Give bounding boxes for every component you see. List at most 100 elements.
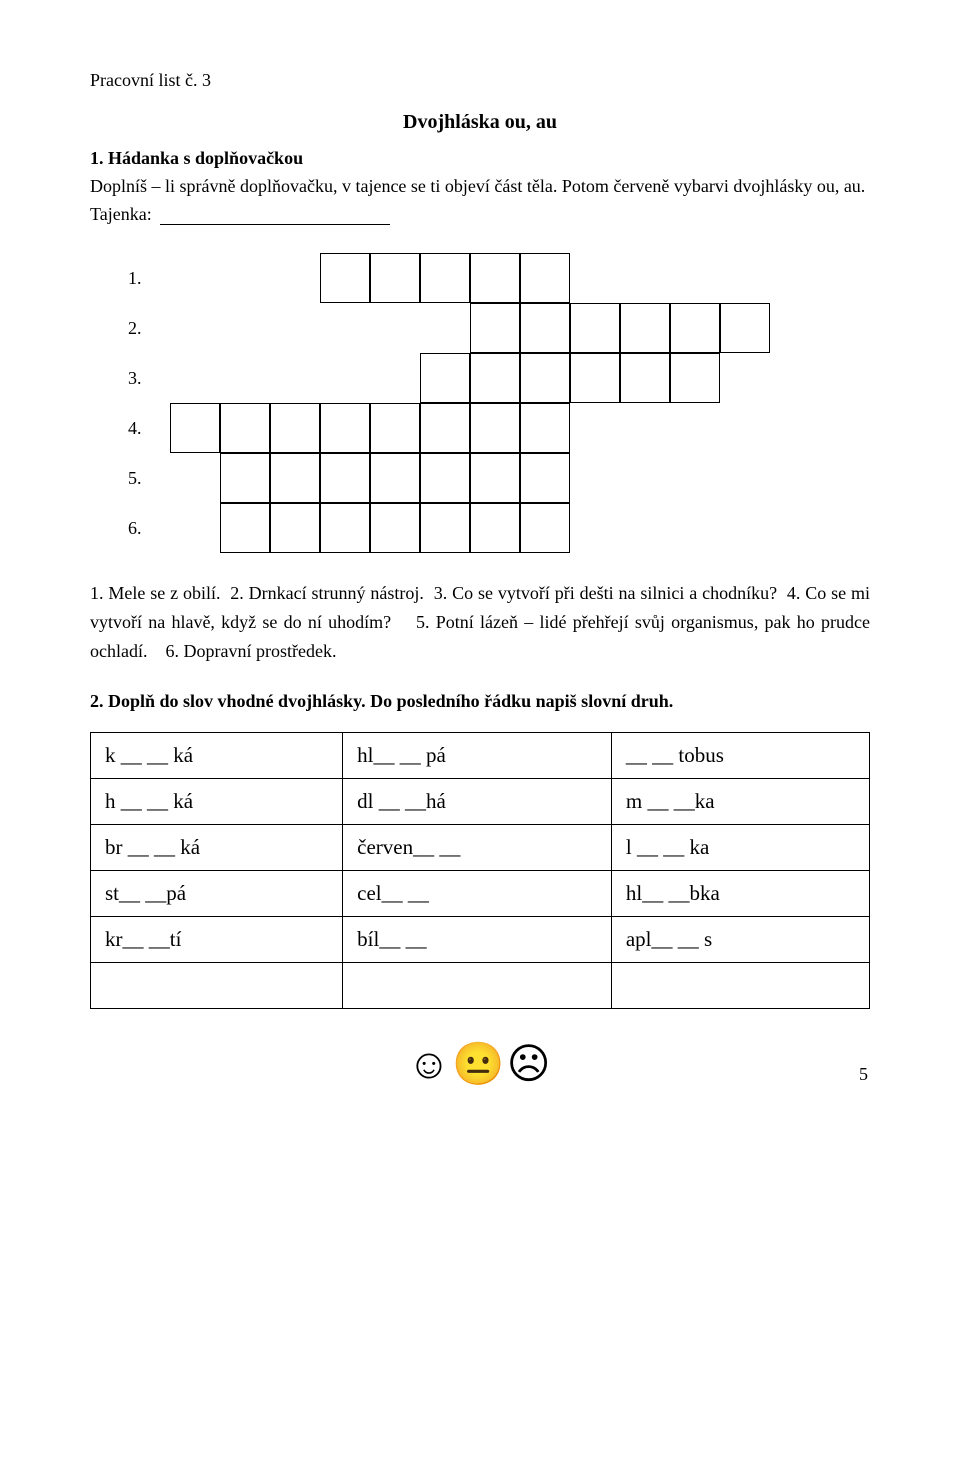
fill-cell[interactable]: l __ __ ka [611,825,869,871]
fill-cell[interactable]: apl__ __ s [611,917,869,963]
crossword-cell[interactable] [320,503,370,553]
crossword-cell[interactable] [520,353,570,403]
crossword-empty [720,503,770,553]
fill-cell[interactable]: cel__ __ [343,871,612,917]
crossword-empty [570,453,620,503]
crossword-cell[interactable] [420,403,470,453]
crossword-cell[interactable] [620,353,670,403]
emoji-neutral[interactable]: 😐 [452,1042,506,1088]
fill-cell[interactable]: st__ __pá [91,871,343,917]
fill-cell[interactable] [91,963,343,1009]
crossword-cell[interactable] [720,303,770,353]
crossword-empty [620,503,670,553]
crossword-cell[interactable] [520,503,570,553]
crossword-cell[interactable] [320,253,370,303]
crossword-cell[interactable] [520,403,570,453]
clue-1: 1. Mele se z obilí. [90,583,221,603]
fill-cell[interactable]: dl __ __há [343,779,612,825]
fill-table: k __ __ káhl__ __ pá__ __ tobush __ __ k… [90,732,870,1009]
crossword-cell[interactable] [470,453,520,503]
fill-cell[interactable]: bíl__ __ [343,917,612,963]
emoji-happy[interactable]: ☺ [408,1042,453,1088]
crossword-cell[interactable] [520,303,570,353]
crossword-empty [220,253,270,303]
crossword-empty [170,303,220,353]
crossword-cell[interactable] [470,253,520,303]
crossword-empty [670,503,720,553]
crossword-empty [270,303,320,353]
crossword-cell[interactable] [470,303,520,353]
crossword-cell[interactable] [320,453,370,503]
fill-table-row: h __ __ kádl __ __hám __ __ka [91,779,870,825]
fill-cell[interactable] [343,963,612,1009]
fill-table-row: kr__ __tíbíl__ __apl__ __ s [91,917,870,963]
crossword-empty [670,453,720,503]
crossword-cell[interactable] [470,403,520,453]
crossword-empty [670,253,720,303]
fill-table-row [91,963,870,1009]
crossword-row: 4. [126,403,870,453]
fill-cell[interactable]: h __ __ ká [91,779,343,825]
crossword-cell[interactable] [420,453,470,503]
crossword-cell[interactable] [520,253,570,303]
fill-cell[interactable]: hl__ __ pá [343,733,612,779]
fill-cell[interactable]: m __ __ka [611,779,869,825]
fill-cell[interactable]: br __ __ ká [91,825,343,871]
crossword-empty [570,253,620,303]
crossword-empty [670,403,720,453]
crossword-cell[interactable] [320,403,370,453]
fill-cell[interactable]: k __ __ ká [91,733,343,779]
crossword-empty [220,353,270,403]
crossword-cell[interactable] [570,353,620,403]
crossword-empty [170,503,220,553]
crossword-cell[interactable] [170,403,220,453]
crossword-cell[interactable] [370,453,420,503]
crossword-cell[interactable] [420,503,470,553]
crossword-row: 1. [126,253,870,303]
emoji-sad[interactable]: ☹ [507,1042,553,1088]
crossword-row: 6. [126,503,870,553]
fill-cell[interactable]: __ __ tobus [611,733,869,779]
crossword-cell[interactable] [470,353,520,403]
crossword-empty [720,453,770,503]
worksheet-title: Dvojhláska ou, au [90,111,870,134]
crossword-empty [720,353,770,403]
crossword-cell[interactable] [670,353,720,403]
crossword-cell[interactable] [620,303,670,353]
crossword-cell[interactable] [670,303,720,353]
crossword-cell[interactable] [370,503,420,553]
crossword-row-num: 3. [126,353,170,403]
crossword-cell[interactable] [420,253,470,303]
crossword-clues: 1. Mele se z obilí. 2. Drnkací strunný n… [90,579,870,665]
tajenka-blank[interactable] [160,207,390,225]
crossword-cell[interactable] [570,303,620,353]
fill-cell[interactable]: červen__ __ [343,825,612,871]
crossword-cell[interactable] [370,403,420,453]
fill-cell[interactable]: hl__ __bka [611,871,869,917]
crossword-cell[interactable] [420,353,470,403]
task1-text: Doplníš – li správně doplňovačku, v taje… [90,173,870,200]
crossword-cell[interactable] [520,453,570,503]
clue-2: 2. Drnkací strunný nástroj. [230,583,424,603]
fill-cell[interactable] [611,963,869,1009]
fill-table-row: st__ __pácel__ __hl__ __bka [91,871,870,917]
crossword-empty [420,303,470,353]
crossword-cell[interactable] [370,253,420,303]
crossword-empty [620,253,670,303]
crossword-cell[interactable] [470,503,520,553]
crossword-cell[interactable] [220,453,270,503]
crossword-empty [620,403,670,453]
crossword-cell[interactable] [220,503,270,553]
crossword-cell[interactable] [270,503,320,553]
tajenka-label: Tajenka: [90,204,152,224]
crossword-cell[interactable] [270,403,320,453]
crossword-cell[interactable] [220,403,270,453]
crossword-row: 2. [126,303,870,353]
fill-cell[interactable]: kr__ __tí [91,917,343,963]
crossword-empty [170,453,220,503]
tajenka-row: Tajenka: [90,204,870,225]
crossword-empty [570,503,620,553]
task1-heading: 1. Hádanka s doplňovačkou [90,148,870,169]
crossword-cell[interactable] [270,453,320,503]
crossword-empty [720,253,770,303]
